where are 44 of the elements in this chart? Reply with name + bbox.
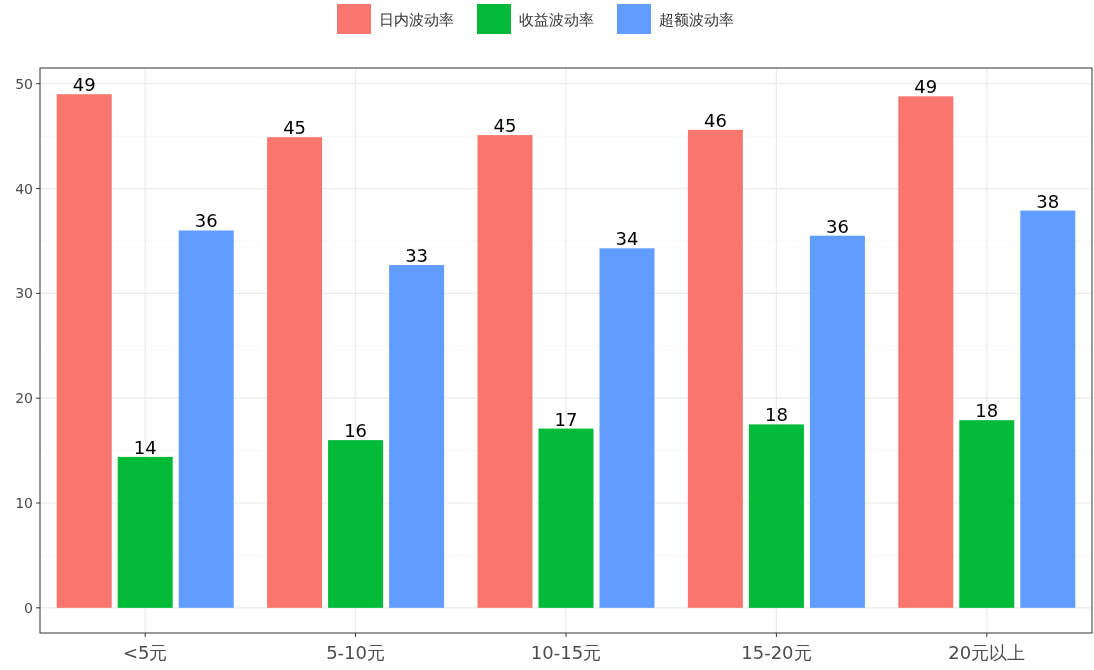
legend-label: 超额波动率 [659,11,734,29]
bar [56,94,112,608]
x-tick-label: 10-15元 [530,642,602,663]
y-tick-label: 20 [15,390,33,407]
data-label: 49 [914,76,938,98]
y-tick-label: 10 [15,495,33,512]
data-label: 36 [194,210,218,232]
data-label: 46 [703,109,727,131]
bar [117,456,173,608]
y-tick-label: 30 [15,285,33,302]
x-tick-label: 5-10元 [326,642,386,663]
data-label: 34 [615,228,639,250]
bar [178,230,234,608]
bar [267,137,323,608]
y-tick-label: 50 [15,75,33,92]
legend-label: 日内波动率 [379,11,454,29]
x-tick-label: 20元以上 [948,642,1026,663]
bar [389,265,445,608]
bar [748,424,804,608]
data-label: 38 [1036,190,1060,212]
x-tick-label: <5元 [122,642,168,663]
bar [898,96,954,608]
bar [687,129,743,608]
data-label: 16 [344,420,368,442]
bar [959,420,1015,608]
bar [1020,210,1076,608]
bar [599,248,655,608]
bar [538,428,594,608]
data-label: 33 [405,245,429,267]
bar [477,135,533,608]
bar [809,235,865,608]
bar [328,440,384,608]
data-label: 18 [975,400,999,422]
data-label: 45 [493,115,517,137]
data-label: 17 [554,408,578,430]
data-label: 18 [764,404,788,426]
data-label: 49 [72,74,96,96]
y-tick-label: 0 [24,599,33,616]
data-label: 14 [133,436,157,458]
legend-label: 收益波动率 [519,11,594,29]
data-label: 36 [825,215,849,237]
y-tick-label: 40 [15,180,33,197]
data-label: 45 [283,117,307,139]
x-tick-label: 15-20元 [741,642,812,663]
